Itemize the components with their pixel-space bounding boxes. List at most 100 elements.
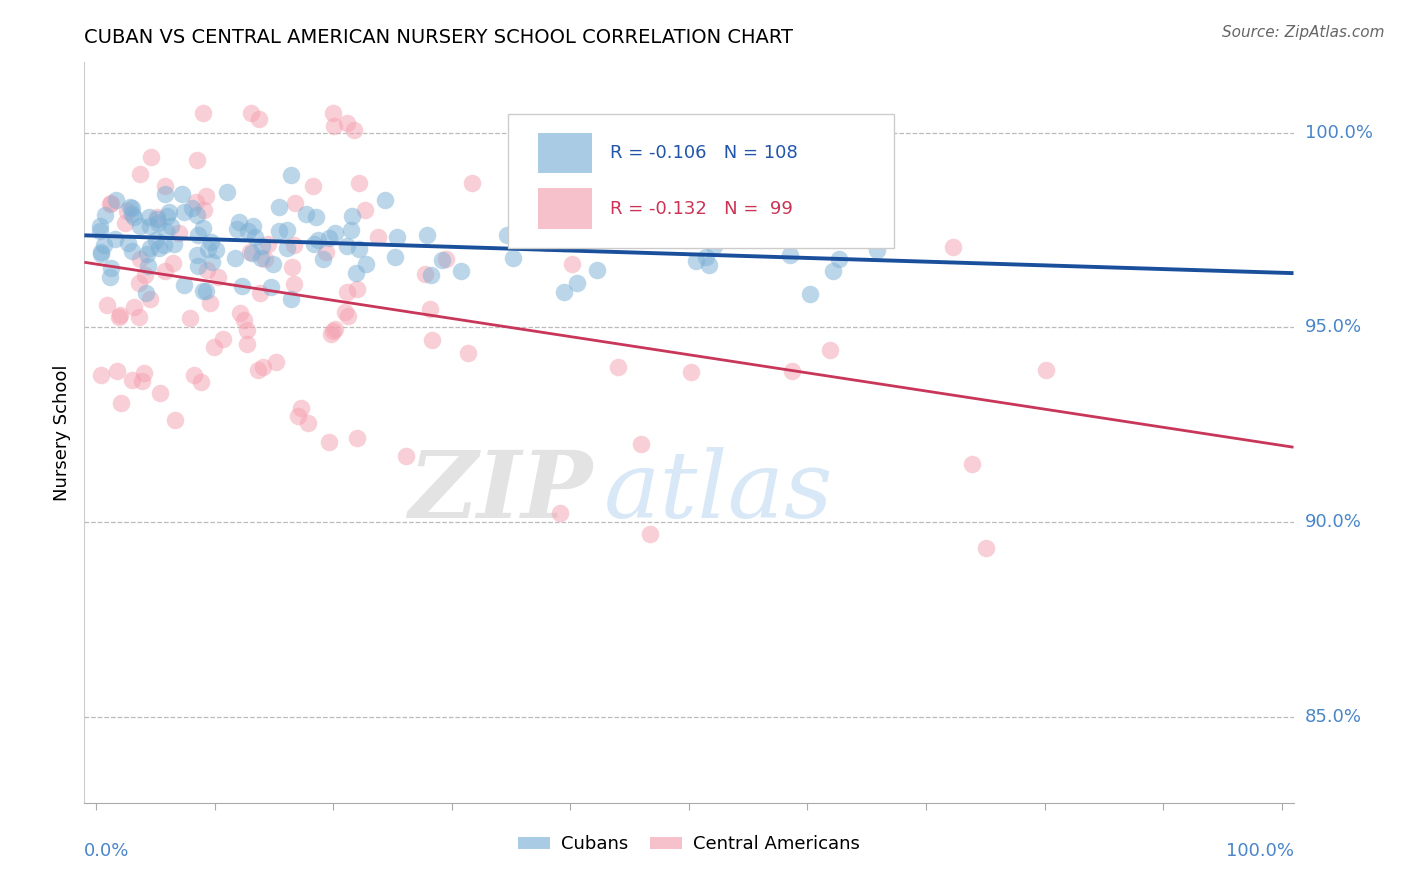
Point bbox=[395, 449, 418, 463]
Point bbox=[202, 340, 225, 354]
Point bbox=[200, 296, 222, 310]
Point bbox=[779, 247, 801, 261]
Point bbox=[346, 282, 368, 296]
Point bbox=[163, 237, 186, 252]
Point bbox=[200, 235, 222, 250]
Point bbox=[149, 386, 172, 401]
Point bbox=[134, 268, 156, 282]
Point bbox=[253, 252, 276, 266]
Point bbox=[204, 244, 226, 258]
Point bbox=[553, 285, 575, 300]
Point bbox=[186, 208, 208, 222]
Point bbox=[243, 230, 266, 244]
Point bbox=[302, 236, 325, 251]
Point bbox=[295, 207, 318, 221]
Point bbox=[131, 374, 153, 388]
Point bbox=[281, 260, 304, 274]
Point bbox=[269, 200, 291, 214]
Point bbox=[457, 345, 479, 359]
Point bbox=[703, 239, 725, 253]
Point bbox=[658, 224, 681, 238]
Point bbox=[384, 250, 406, 264]
Point bbox=[90, 244, 112, 259]
Point bbox=[148, 241, 170, 255]
Point bbox=[960, 458, 983, 472]
Point bbox=[336, 238, 359, 252]
Point bbox=[110, 396, 132, 410]
Point bbox=[340, 209, 363, 223]
Point bbox=[353, 202, 375, 217]
Point bbox=[98, 269, 121, 284]
Point bbox=[252, 359, 274, 374]
Point bbox=[187, 259, 209, 273]
Point bbox=[335, 305, 357, 319]
Point bbox=[179, 310, 201, 325]
Point bbox=[548, 506, 571, 520]
Point bbox=[419, 301, 441, 316]
Point bbox=[139, 150, 162, 164]
Point bbox=[181, 201, 204, 215]
Point bbox=[117, 235, 139, 250]
Point bbox=[305, 210, 328, 224]
Point bbox=[586, 262, 609, 277]
Point bbox=[211, 333, 233, 347]
Point bbox=[974, 541, 997, 555]
Point bbox=[318, 434, 340, 449]
Point bbox=[122, 210, 145, 224]
Text: 0.0%: 0.0% bbox=[84, 842, 129, 860]
Point bbox=[191, 220, 214, 235]
Point bbox=[173, 204, 195, 219]
Point bbox=[236, 336, 259, 351]
Point bbox=[122, 300, 145, 314]
Point bbox=[138, 292, 160, 306]
Text: R = -0.106   N = 108: R = -0.106 N = 108 bbox=[610, 145, 799, 162]
Point bbox=[98, 196, 121, 211]
Point bbox=[312, 252, 335, 267]
Point bbox=[195, 284, 218, 298]
Point bbox=[160, 219, 183, 233]
Point bbox=[120, 200, 142, 214]
Point bbox=[186, 248, 208, 262]
Point bbox=[156, 210, 179, 224]
Point bbox=[93, 238, 115, 252]
Point bbox=[280, 292, 302, 306]
Point bbox=[695, 251, 717, 265]
Point bbox=[191, 284, 214, 298]
Point bbox=[90, 368, 112, 382]
Point bbox=[323, 119, 346, 133]
Point bbox=[318, 231, 340, 245]
Point bbox=[434, 252, 457, 266]
Point bbox=[247, 363, 270, 377]
Point bbox=[224, 251, 246, 265]
Point bbox=[287, 409, 309, 424]
Point bbox=[420, 268, 443, 282]
Point bbox=[238, 224, 260, 238]
Point bbox=[759, 227, 782, 241]
Point bbox=[250, 251, 273, 265]
Point bbox=[354, 257, 377, 271]
Point bbox=[638, 527, 661, 541]
Point bbox=[495, 227, 517, 242]
Point bbox=[135, 286, 157, 301]
Point bbox=[183, 368, 205, 382]
Point bbox=[340, 223, 363, 237]
Point bbox=[236, 323, 259, 337]
Text: ZIP: ZIP bbox=[408, 447, 592, 537]
Point bbox=[866, 244, 889, 258]
Point bbox=[104, 232, 127, 246]
Point bbox=[138, 210, 160, 224]
Point bbox=[167, 226, 190, 240]
Point bbox=[145, 233, 167, 247]
Point bbox=[232, 313, 254, 327]
Point bbox=[269, 224, 291, 238]
Point bbox=[121, 202, 143, 216]
Point bbox=[128, 310, 150, 324]
Point bbox=[283, 277, 305, 292]
Point bbox=[307, 233, 329, 247]
Point bbox=[207, 269, 229, 284]
Point bbox=[823, 264, 845, 278]
Point bbox=[249, 286, 271, 301]
Point bbox=[536, 236, 558, 251]
Point bbox=[627, 230, 650, 244]
Point bbox=[257, 237, 280, 252]
